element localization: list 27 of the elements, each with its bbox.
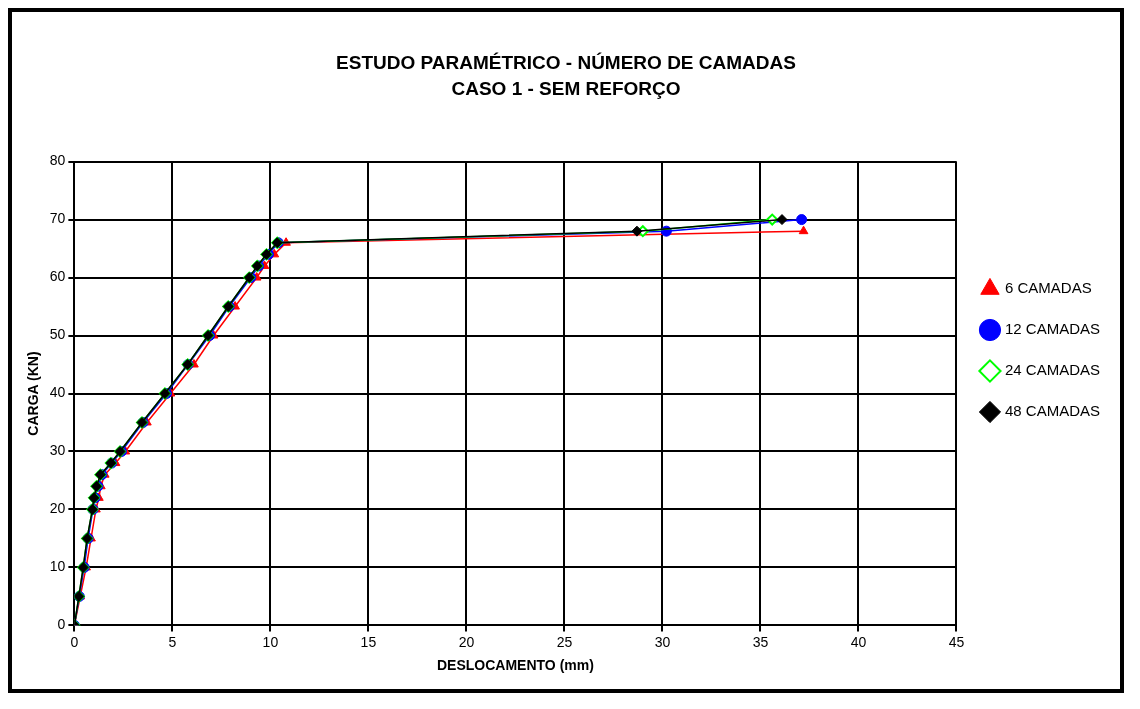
x-tick-label: 35 [752,633,769,650]
legend-label: 48 CAMADAS [1004,402,1101,420]
x-tick-label: 40 [850,633,867,650]
y-tick-label: 10 [49,558,66,575]
x-tick-label: 30 [654,633,671,650]
y-tick-label: 80 [49,152,66,169]
x-tick-label: 0 [70,633,79,650]
y-tick-label: 70 [49,210,66,227]
x-tick-label: 45 [948,633,965,650]
legend-label: 24 CAMADAS [1004,361,1101,379]
y-tick-label: 30 [49,442,66,459]
y-tick-label: 20 [49,500,66,517]
chart-subtitle: CASO 1 - SEM REFORÇO [451,78,681,100]
y-tick-label: 50 [49,326,66,343]
x-tick-label: 25 [556,633,573,650]
x-tick-label: 5 [168,633,177,650]
y-tick-label: 60 [49,268,66,285]
x-tick-label: 10 [262,633,279,650]
x-axis-title: DESLOCAMENTO (mm) [436,657,594,674]
x-tick-label: 20 [458,633,475,650]
y-tick-label: 0 [57,616,66,633]
chart-title: ESTUDO PARAMÉTRICO - NÚMERO DE CAMADAS [336,51,796,73]
legend-label: 6 CAMADAS [1004,279,1092,297]
legend-label: 12 CAMADAS [1004,320,1101,338]
x-tick-label: 15 [360,633,377,650]
y-tick-label: 40 [49,384,66,401]
y-axis-title: CARGA (KN) [25,351,42,436]
